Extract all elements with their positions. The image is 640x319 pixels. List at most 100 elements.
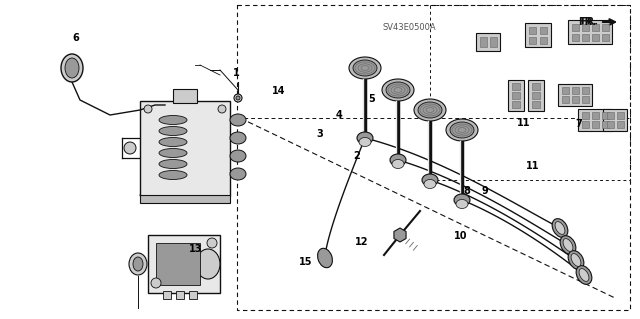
Bar [156, 243, 200, 285]
Ellipse shape [560, 236, 576, 254]
Ellipse shape [230, 168, 246, 180]
Bar [568, 20, 612, 44]
Bar [476, 33, 500, 51]
Bar [616, 121, 623, 128]
Bar [529, 36, 536, 43]
Ellipse shape [159, 137, 187, 146]
Ellipse shape [568, 251, 584, 269]
Ellipse shape [349, 57, 381, 79]
Ellipse shape [571, 254, 581, 266]
Bar [540, 26, 547, 33]
Bar [561, 87, 568, 94]
Ellipse shape [454, 194, 470, 206]
Bar [490, 37, 497, 47]
Bar [163, 291, 171, 299]
Text: FR.: FR. [580, 17, 598, 27]
Bar [582, 24, 589, 31]
Bar [602, 24, 609, 31]
Bar [176, 291, 184, 299]
Circle shape [144, 105, 152, 113]
Ellipse shape [563, 239, 573, 251]
Bar [578, 109, 612, 131]
Ellipse shape [359, 137, 371, 146]
Ellipse shape [159, 170, 187, 180]
Bar [582, 96, 589, 103]
Ellipse shape [129, 253, 147, 275]
Bar [525, 23, 551, 47]
Ellipse shape [230, 150, 246, 162]
Ellipse shape [357, 132, 373, 144]
Ellipse shape [555, 222, 565, 234]
Bar [572, 87, 579, 94]
Ellipse shape [576, 266, 592, 284]
Text: FR.: FR. [578, 17, 596, 27]
Circle shape [218, 105, 226, 113]
Bar [582, 112, 589, 119]
Bar [173, 89, 197, 103]
Text: 4: 4 [336, 110, 342, 120]
Text: 10: 10 [454, 231, 468, 241]
Text: 6: 6 [72, 33, 79, 43]
Text: 5: 5 [368, 94, 374, 104]
Bar [532, 101, 540, 108]
Text: 8: 8 [464, 186, 470, 197]
Bar [591, 121, 598, 128]
Bar [558, 84, 592, 106]
Ellipse shape [133, 257, 143, 271]
Bar [148, 235, 220, 293]
Text: 9: 9 [482, 186, 488, 197]
Ellipse shape [414, 99, 446, 121]
Bar [532, 92, 540, 99]
Bar [512, 92, 520, 99]
Bar [602, 121, 609, 128]
Ellipse shape [456, 199, 468, 209]
Bar [512, 101, 520, 108]
Ellipse shape [353, 60, 377, 76]
Bar [572, 33, 579, 41]
Circle shape [151, 278, 161, 288]
Bar [479, 37, 486, 47]
Ellipse shape [159, 127, 187, 136]
Text: SV43E0500A: SV43E0500A [383, 23, 436, 32]
Bar [572, 96, 579, 103]
Bar [572, 24, 579, 31]
Bar [189, 291, 197, 299]
Ellipse shape [234, 94, 242, 102]
Text: 11: 11 [525, 161, 540, 171]
Bar [140, 195, 230, 203]
Ellipse shape [159, 115, 187, 124]
Bar [561, 96, 568, 103]
Ellipse shape [422, 174, 438, 186]
Text: 2: 2 [354, 151, 360, 161]
Text: 1: 1 [234, 68, 240, 78]
Bar [607, 121, 614, 128]
Ellipse shape [159, 160, 187, 168]
Bar [602, 33, 609, 41]
Ellipse shape [390, 154, 406, 166]
Ellipse shape [196, 249, 220, 279]
Bar [607, 112, 614, 119]
Ellipse shape [230, 132, 246, 144]
Polygon shape [394, 228, 406, 242]
Text: 7: 7 [576, 119, 582, 130]
Text: 13: 13 [188, 244, 202, 254]
Ellipse shape [317, 248, 332, 268]
Bar [591, 112, 598, 119]
Ellipse shape [579, 269, 589, 281]
Bar [582, 121, 589, 128]
Ellipse shape [382, 79, 414, 101]
Ellipse shape [418, 102, 442, 118]
Bar [508, 80, 524, 111]
Text: 3: 3 [317, 129, 323, 139]
Ellipse shape [392, 160, 404, 168]
Bar [532, 83, 540, 90]
Circle shape [124, 142, 136, 154]
Bar [591, 24, 598, 31]
Bar [616, 112, 623, 119]
Circle shape [207, 238, 217, 248]
Bar [528, 80, 544, 111]
Bar [540, 36, 547, 43]
Bar [591, 33, 598, 41]
Bar [529, 26, 536, 33]
Text: 14: 14 [271, 86, 285, 96]
